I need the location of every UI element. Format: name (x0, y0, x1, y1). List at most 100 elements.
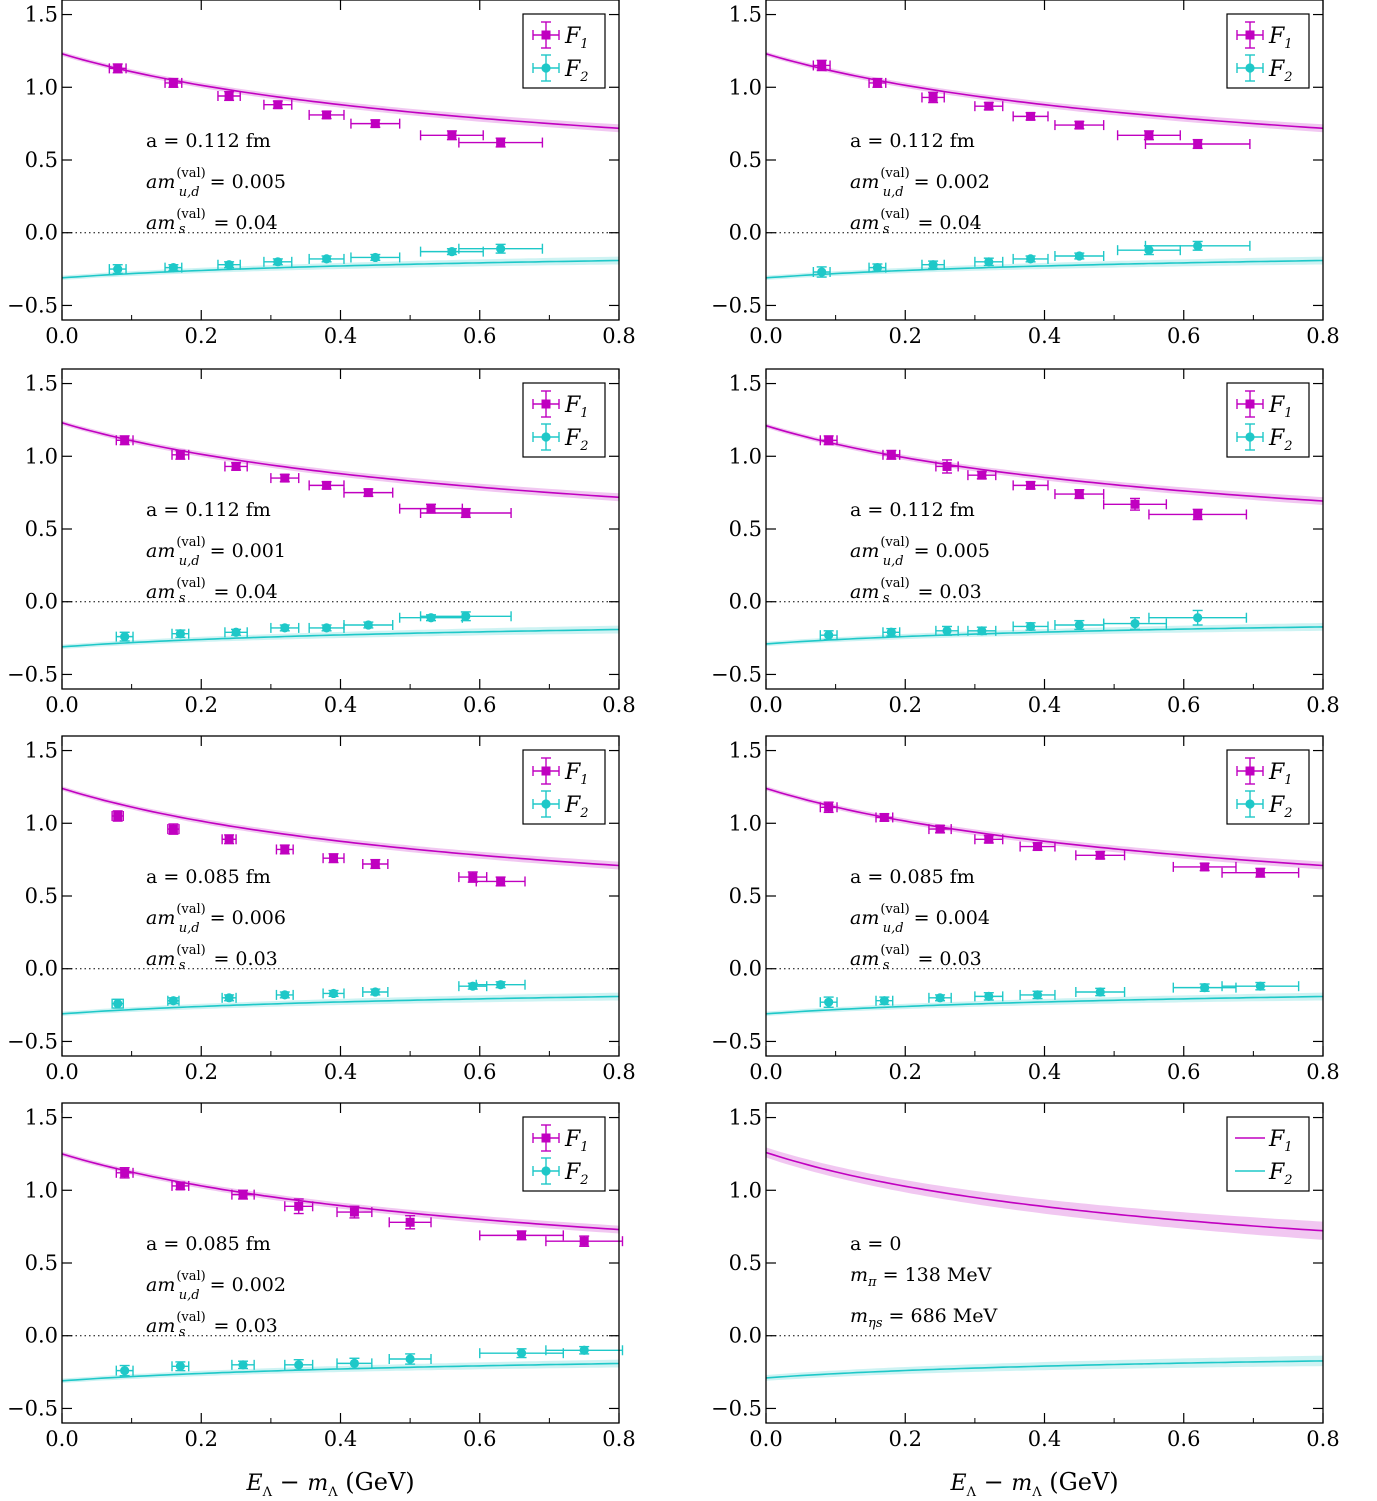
annotation-lattice-spacing: a = 0.112 fm (850, 499, 975, 521)
data-point-f1 (1102, 497, 1168, 511)
y-tick-label: 1.0 (25, 1178, 58, 1202)
data-point-f1 (458, 137, 544, 148)
data-point-f1 (167, 823, 180, 835)
data-point-f1 (275, 844, 294, 855)
data-point-f2 (263, 256, 293, 267)
data-point-f1 (419, 130, 484, 141)
data-point-f2 (350, 252, 401, 263)
fit-line-f1 (766, 787, 1323, 867)
legend-marker-f2 (532, 54, 560, 82)
x-axis-label: EΛ − mΛ (GeV) (246, 1468, 415, 1500)
x-tick-label: 0.6 (1167, 693, 1200, 717)
legend-label-f2: F2 (1268, 57, 1293, 85)
x-tick-label: 0.8 (1306, 1060, 1339, 1084)
legend-label-f1: F1 (1268, 24, 1293, 52)
x-tick-label: 0.0 (749, 1060, 782, 1084)
annotation-strange-mass: am(val) s = 0.03 (850, 943, 982, 973)
data-point-f1 (967, 470, 997, 481)
y-tick-label: 0.0 (25, 957, 58, 981)
data-point-f1 (1116, 130, 1181, 141)
y-tick-label: 0.5 (25, 1251, 58, 1275)
x-tick-label: 0.0 (45, 324, 78, 348)
x-tick-label: 0.0 (45, 1060, 78, 1084)
fit-line-f2 (766, 1360, 1323, 1379)
x-tick-label: 0.8 (1306, 1427, 1339, 1451)
data-point-f1 (217, 90, 241, 102)
legend-label-f1: F1 (564, 393, 589, 421)
x-tick-label: 0.8 (602, 693, 635, 717)
data-point-f1 (1144, 138, 1251, 150)
data-point-f1 (308, 109, 345, 120)
data-point-f1 (115, 435, 134, 446)
y-tick-label: 1.0 (729, 811, 762, 835)
annotation-lattice-spacing: a = 0.112 fm (146, 499, 271, 521)
data-point-f1 (928, 824, 952, 835)
y-tick-label: 0.5 (729, 884, 762, 908)
fit-line-f1 (62, 422, 619, 499)
data-point-f2 (388, 1353, 432, 1365)
data-point-f2 (458, 981, 488, 992)
data-point-f2 (171, 1361, 190, 1372)
annotation: a = 0 mπ = 138 MeV mηs = 686 MeV (850, 1233, 998, 1331)
data-point-f2 (1116, 245, 1181, 256)
annotation-lattice-spacing: a = 0.085 fm (146, 1233, 271, 1255)
x-tick-label: 0.6 (463, 1427, 496, 1451)
y-tick-label: −0.5 (711, 1396, 762, 1420)
data-point-f2 (336, 1357, 373, 1370)
y-tick-label: −0.5 (711, 1029, 762, 1053)
legend-box (522, 382, 606, 458)
data-point-f2 (224, 627, 248, 638)
legend-label-f1: F1 (1268, 393, 1293, 421)
data-point-f2 (275, 989, 294, 1000)
legend-marker-f1 (532, 390, 560, 418)
x-tick-label: 0.2 (889, 1427, 922, 1451)
data-point-f1 (263, 99, 293, 110)
y-tick-label: −0.5 (711, 662, 762, 686)
y-tick-label: 0.5 (25, 884, 58, 908)
annotation-lattice-spacing: a = 0.112 fm (146, 130, 271, 152)
data-point-f1 (479, 1230, 564, 1241)
y-tick-label: 1.5 (25, 1106, 58, 1130)
data-point-f1 (231, 1189, 255, 1200)
data-point-f1 (875, 812, 894, 823)
data-point-f1 (221, 834, 237, 845)
y-tick-label: 0.0 (729, 590, 762, 614)
fit-line-f2 (62, 995, 619, 1015)
data-point-f1 (1054, 120, 1105, 131)
data-point-f2 (1148, 609, 1248, 626)
data-point-f2 (974, 991, 1004, 1002)
legend-marker-f1 (532, 21, 560, 49)
data-point-f2 (322, 988, 345, 999)
legend-box (1226, 749, 1310, 825)
annotation-lattice-spacing: a = 0 (850, 1233, 901, 1255)
annotation-light-mass: am(val) u,d = 0.002 (146, 1269, 286, 1303)
x-tick-label: 0.4 (324, 1060, 357, 1084)
data-point-f2 (231, 1359, 255, 1370)
data-point-f2 (882, 627, 901, 638)
y-tick-label: 1.5 (25, 739, 58, 763)
data-point-f1 (1012, 480, 1049, 491)
data-point-f2 (308, 622, 345, 633)
annotation-strange-mass: am(val) s = 0.03 (850, 576, 982, 606)
annotation-strange-mass: am(val) s = 0.03 (146, 943, 278, 973)
data-point-f1 (115, 1167, 134, 1179)
y-tick-label: 0.5 (25, 517, 58, 541)
data-point-f1 (812, 59, 831, 72)
legend-marker-f1 (1236, 757, 1264, 785)
y-tick-label: 1.0 (25, 444, 58, 468)
data-point-f2 (974, 256, 1004, 267)
y-tick-label: 1.5 (729, 1106, 762, 1130)
annotation-strange-mass: am(val) s = 0.04 (146, 207, 278, 237)
y-tick-label: 1.0 (729, 1178, 762, 1202)
x-tick-label: 0.8 (602, 1060, 635, 1084)
y-tick-label: 0.5 (25, 148, 58, 172)
annotation-light-mass: am(val) u,d = 0.001 (146, 535, 286, 569)
annotation-light-mass: am(val) u,d = 0.006 (146, 902, 286, 936)
y-tick-label: 0.0 (729, 221, 762, 245)
legend-marker-f1 (1236, 390, 1264, 418)
data-point-f2 (419, 611, 512, 622)
